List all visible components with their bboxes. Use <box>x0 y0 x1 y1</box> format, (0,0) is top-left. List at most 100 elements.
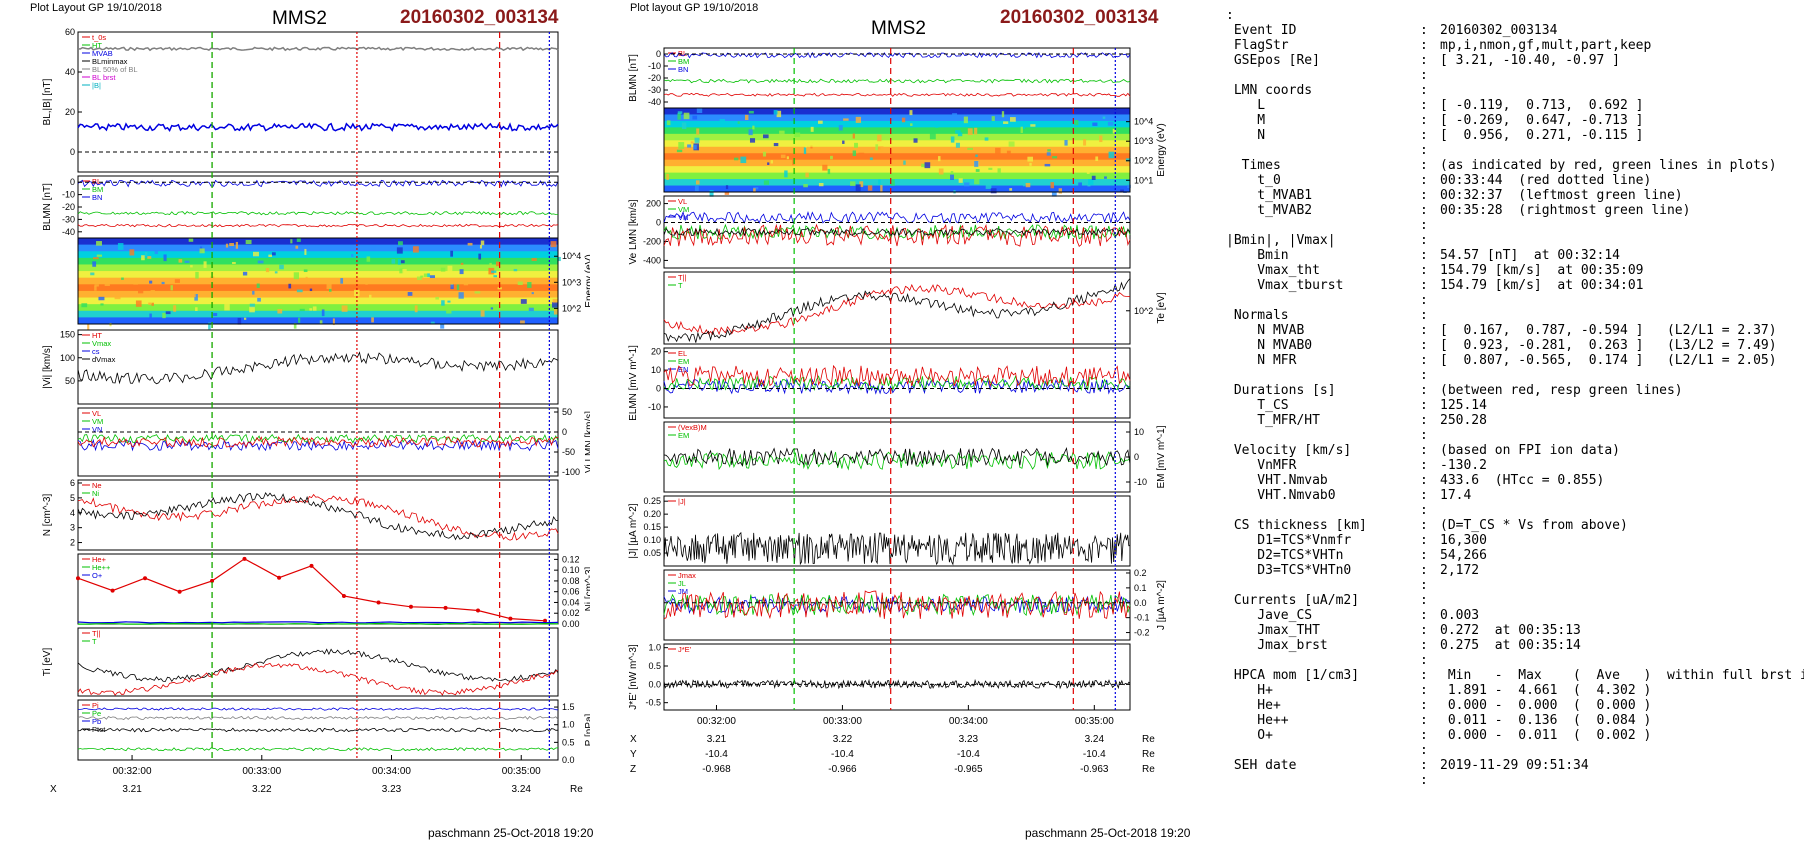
series-line <box>77 727 559 733</box>
info-key: Vmax_tht <box>1226 263 1320 278</box>
info-colon: : <box>1420 278 1436 293</box>
heatmap-cell <box>909 110 913 116</box>
info-key: t_MVAB1 <box>1226 188 1313 203</box>
heatmap-cell <box>341 305 348 312</box>
heatmap-band <box>664 108 1130 115</box>
heatmap-cell <box>190 265 193 268</box>
info-row: Currents [uA/m2]: <box>1226 593 1796 608</box>
y-axis-label: Ni [cm^-3] <box>584 566 590 611</box>
heatmap-cell <box>938 168 944 175</box>
heatmap-cell <box>257 297 261 302</box>
heatmap-cell <box>244 317 247 320</box>
info-row: H+: 1.891 - 4.661 ( 4.302 ) <box>1226 683 1796 698</box>
y-axis-label: Energy (eV) <box>1156 123 1167 176</box>
heatmap-cell <box>94 284 99 287</box>
x-tick-label: 00:34:00 <box>372 766 411 777</box>
heatmap-cell <box>810 126 814 132</box>
heatmap-band <box>78 244 558 252</box>
info-key: Times <box>1226 158 1281 173</box>
heatmap-cell <box>725 185 729 190</box>
heatmap-cell <box>229 243 234 246</box>
heatmap-cell <box>855 116 862 123</box>
heatmap-cell <box>459 269 464 275</box>
info-colon: : <box>1420 53 1436 68</box>
heatmap-cell <box>753 187 759 190</box>
heatmap-cell <box>94 285 97 291</box>
heatmap-cell <box>450 250 454 257</box>
heatmap-cell <box>149 280 153 284</box>
y-tick-label: 0.5 <box>648 661 661 671</box>
series-line <box>77 122 559 132</box>
heatmap-cell <box>257 260 264 264</box>
heatmap-band <box>78 284 558 292</box>
heatmap-cell <box>955 142 960 148</box>
info-value: 54.57 [nT] at 00:32:14 <box>1440 248 1621 263</box>
heatmap-cell <box>213 312 218 317</box>
panel-frame <box>77 699 559 761</box>
heatmap-cell <box>295 245 299 249</box>
panel-frame <box>663 271 1131 345</box>
info-row: GSEpos [Re]: [ 3.21, -10.40, -0.97 ] <box>1226 53 1796 68</box>
heatmap-band <box>664 127 1130 135</box>
heatmap-cell <box>474 291 481 294</box>
heatmap-cell <box>901 117 906 123</box>
heatmap-cell <box>173 305 177 312</box>
heatmap-cell <box>550 241 557 248</box>
info-key: CS thickness [km] <box>1226 518 1367 533</box>
heatmap-cell <box>340 278 344 284</box>
series-line <box>77 351 559 385</box>
heatmap-cell <box>910 123 913 126</box>
heatmap-cell <box>520 320 525 324</box>
info-row: Bmin: 54.57 [nT] at 00:32:14 <box>1226 248 1796 263</box>
y-tick-label: -10 <box>648 61 661 71</box>
info-row: VHT.Nmvab: 433.6 (HTcc = 0.855) <box>1226 473 1796 488</box>
y-axis-label: Vi LMN [km/s] <box>584 411 590 473</box>
y-tick-label: -0.5 <box>645 698 661 708</box>
info-value: (as indicated by red, green lines in plo… <box>1440 158 1777 173</box>
series-line <box>77 493 559 541</box>
left-header: Plot Layout GP 19/10/2018 <box>30 2 162 14</box>
orbit-value: -10.4 <box>1083 749 1106 760</box>
info-row: T_CS: 125.14 <box>1226 398 1796 413</box>
middle-title: MMS2 <box>871 18 926 39</box>
legend-entry: EN <box>678 365 688 374</box>
info-value: [ -0.269, 0.647, -0.713 ] <box>1440 113 1644 128</box>
legend-entry: BN <box>678 65 688 74</box>
y-tick-label: 50 <box>65 376 75 386</box>
heatmap-cell <box>495 261 500 267</box>
heatmap-cell <box>188 238 194 242</box>
info-colon: : <box>1420 338 1436 353</box>
heatmap-cell <box>161 281 165 285</box>
legend-entry: VN <box>92 425 102 434</box>
info-key: N MFR <box>1226 353 1297 368</box>
y-tick-label: 20 <box>65 107 75 117</box>
info-value: 0.011 - 0.136 ( 0.084 ) <box>1440 713 1652 728</box>
heatmap-cell <box>1074 119 1079 126</box>
info-row: D3=TCS*VHTn0: 2,172 <box>1226 563 1796 578</box>
heatmap-cell <box>838 125 843 131</box>
info-value: 0.003 <box>1440 608 1480 623</box>
panel-frame <box>77 329 559 405</box>
y-axis-label: J*E' [nW m^-3] <box>628 644 639 710</box>
heatmap-cell <box>890 179 895 186</box>
heatmap-cell <box>237 317 242 325</box>
heatmap-cell <box>296 238 301 242</box>
heatmap-cell <box>1112 128 1117 134</box>
heatmap-cell <box>199 248 205 254</box>
info-colon: : <box>1420 233 1436 248</box>
heatmap-cell <box>460 262 464 265</box>
info-value: 433.6 (HTcc = 0.855) <box>1440 473 1605 488</box>
info-value: 54,266 <box>1440 548 1487 563</box>
y-tick-label: -0.2 <box>1134 628 1150 638</box>
series-line <box>663 211 1131 224</box>
info-colon: : <box>1420 533 1436 548</box>
info-row: Times: (as indicated by red, green lines… <box>1226 158 1796 173</box>
heatmap-cell <box>493 275 498 278</box>
heatmap-cell <box>1047 149 1051 152</box>
heatmap-band <box>78 317 558 325</box>
info-key: Jave_CS <box>1226 608 1313 623</box>
y-tick-label: -40 <box>648 97 661 107</box>
info-colon: : <box>1420 158 1436 173</box>
heatmap-band <box>78 238 558 246</box>
